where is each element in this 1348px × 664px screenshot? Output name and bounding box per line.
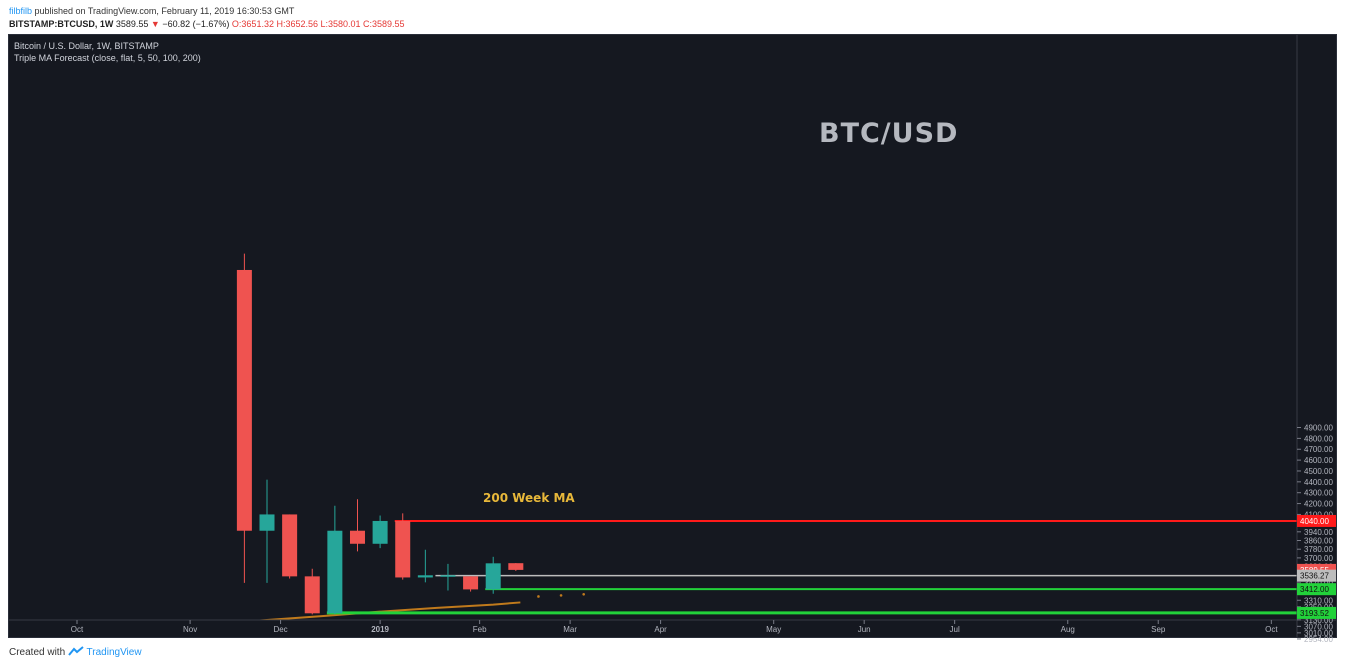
y-tick-label: 2954.00 bbox=[1304, 635, 1333, 644]
candle-body bbox=[440, 575, 456, 577]
candle-body bbox=[327, 530, 343, 614]
candle-body bbox=[304, 576, 320, 614]
footer-brand-link[interactable]: TradingView bbox=[86, 647, 142, 658]
x-tick-label: Sep bbox=[1151, 625, 1166, 634]
y-tick-label: 3860.00 bbox=[1304, 537, 1333, 546]
x-tick-label: Oct bbox=[1265, 625, 1278, 634]
legend-indicator: Triple MA Forecast (close, flat, 5, 50, … bbox=[14, 53, 201, 63]
footer: Created with TradingView bbox=[9, 646, 142, 658]
publish-info: filbfilb published on TradingView.com, F… bbox=[9, 6, 294, 16]
chart-panel[interactable] bbox=[8, 34, 1337, 638]
y-tick-label: 3700.00 bbox=[1304, 554, 1333, 563]
chart-annotation-title: BTC/USD bbox=[819, 118, 959, 149]
level-label-bg bbox=[1297, 569, 1336, 582]
level-label: 3193.52 bbox=[1300, 609, 1329, 618]
ma-annotation-label: 200 Week MA bbox=[483, 491, 575, 505]
publish-text: published on TradingView.com, February 1… bbox=[32, 6, 295, 16]
x-tick-label: Oct bbox=[71, 625, 84, 634]
y-tick-label: 3310.00 bbox=[1304, 596, 1333, 605]
y-tick-label: 4400.00 bbox=[1304, 478, 1333, 487]
y-tick-label: 3780.00 bbox=[1304, 545, 1333, 554]
x-tick-label: 2019 bbox=[371, 625, 389, 634]
plot-area bbox=[236, 253, 1297, 620]
down-arrow-icon: ▼ bbox=[150, 19, 160, 29]
candle-body bbox=[417, 575, 433, 578]
y-tick-label: 3940.00 bbox=[1304, 528, 1333, 537]
candle-body bbox=[282, 514, 298, 577]
x-tick-label: Jul bbox=[950, 625, 960, 634]
x-tick-label: Dec bbox=[273, 625, 287, 634]
candle-body bbox=[349, 530, 365, 544]
y-tick-label: 4900.00 bbox=[1304, 424, 1333, 433]
ohlc-values: O:3651.32 H:3652.56 L:3580.01 C:3589.55 bbox=[231, 19, 405, 29]
level-label: 3412.00 bbox=[1300, 585, 1329, 594]
candle-body bbox=[395, 520, 411, 578]
symbol-name: BITSTAMP:BTCUSD, 1W bbox=[9, 19, 114, 29]
x-tick-label: May bbox=[766, 625, 781, 634]
x-tick-label: Jun bbox=[858, 625, 871, 634]
y-tick-label: 3010.00 bbox=[1304, 629, 1333, 638]
candle-body bbox=[463, 576, 479, 590]
price-change: −60.82 (−1.67%) bbox=[162, 19, 230, 29]
candle-body bbox=[372, 520, 388, 544]
y-tick-label: 4100.00 bbox=[1304, 510, 1333, 519]
level-label: 3536.27 bbox=[1300, 572, 1329, 581]
level-label-bg bbox=[1297, 606, 1336, 619]
legend-symbol: Bitcoin / U.S. Dollar, 1W, BITSTAMP bbox=[14, 41, 159, 51]
y-tick-label: 3070.00 bbox=[1304, 622, 1333, 631]
y-tick-label: 4600.00 bbox=[1304, 456, 1333, 465]
footer-created: Created with bbox=[9, 647, 66, 658]
x-tick-label: Nov bbox=[183, 625, 197, 634]
y-tick-label: 4200.00 bbox=[1304, 500, 1333, 509]
level-label: 4040.00 bbox=[1300, 517, 1329, 526]
level-label-bg bbox=[1297, 583, 1336, 596]
candle-body bbox=[236, 269, 252, 531]
x-tick-label: Apr bbox=[654, 625, 667, 634]
x-tick-label: Aug bbox=[1061, 625, 1075, 634]
y-tick-label: 4800.00 bbox=[1304, 434, 1333, 443]
candle-body bbox=[508, 563, 524, 570]
ma200-forecast-point bbox=[559, 594, 563, 597]
y-tick-label: 4300.00 bbox=[1304, 489, 1333, 498]
y-tick-label: 3130.00 bbox=[1304, 616, 1333, 625]
ma200-line bbox=[252, 601, 521, 620]
x-tick-label: Mar bbox=[563, 625, 577, 634]
candle-body bbox=[485, 563, 501, 590]
x-tick-label: Feb bbox=[473, 625, 487, 634]
candle-body bbox=[259, 514, 275, 531]
author-link[interactable]: filbfilb bbox=[9, 6, 33, 16]
y-tick-label: 4700.00 bbox=[1304, 445, 1333, 454]
ma200-forecast-point bbox=[537, 595, 540, 598]
symbol-info: BITSTAMP:BTCUSD, 1W 3589.55 ▼ −60.82 (−1… bbox=[9, 19, 405, 29]
level-label-bg bbox=[1297, 514, 1336, 527]
tradingview-logo-icon bbox=[68, 646, 87, 658]
last-price: 3589.55 bbox=[115, 19, 149, 29]
y-tick-label: 4500.00 bbox=[1304, 467, 1333, 476]
ma200-forecast-point bbox=[582, 592, 585, 596]
